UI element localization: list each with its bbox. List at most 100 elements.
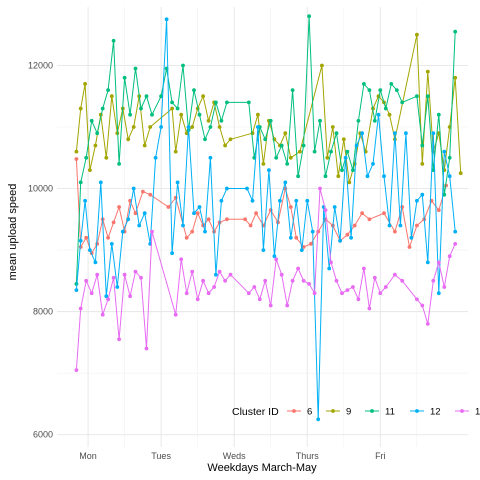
data-point	[298, 149, 302, 154]
data-point	[310, 229, 315, 234]
data-point	[327, 266, 332, 271]
data-point	[195, 297, 200, 302]
data-point	[217, 125, 222, 129]
data-point	[139, 106, 143, 111]
data-point	[89, 118, 94, 123]
data-point	[442, 285, 447, 289]
legend-item-13: 13	[455, 407, 480, 418]
data-point	[245, 186, 249, 191]
data-point	[186, 125, 191, 129]
x-tick-label: Fri	[375, 451, 386, 461]
data-point	[323, 174, 328, 179]
data-point	[340, 291, 344, 296]
axes: 6000 8000 10000 12000 Mon Tues Weds Thurs Fri	[28, 60, 386, 461]
data-point	[261, 162, 266, 166]
data-point	[283, 180, 288, 185]
data-point	[447, 174, 452, 179]
data-point	[208, 125, 213, 129]
data-point	[170, 106, 175, 111]
data-point	[415, 32, 419, 37]
data-point	[383, 106, 388, 111]
data-point	[74, 368, 79, 372]
series-line-6	[75, 158, 447, 254]
data-point	[175, 106, 180, 111]
data-point	[329, 149, 333, 154]
data-point	[372, 275, 377, 280]
data-point	[128, 294, 133, 299]
data-point	[88, 168, 92, 173]
data-point	[122, 272, 127, 277]
data-point	[436, 112, 441, 117]
data-point	[106, 88, 110, 92]
data-point	[334, 278, 339, 283]
data-point	[83, 82, 87, 86]
legend: Cluster ID 6 9 11 12 13	[232, 406, 480, 418]
data-point	[144, 346, 149, 351]
data-point	[301, 143, 306, 148]
data-point	[409, 235, 414, 240]
data-point	[425, 260, 430, 265]
data-point	[340, 168, 344, 173]
data-point	[290, 278, 295, 283]
data-point	[263, 137, 268, 142]
data-point	[190, 229, 195, 234]
data-point	[288, 235, 293, 240]
data-point	[404, 131, 408, 136]
data-point	[254, 211, 258, 216]
data-point	[347, 180, 352, 185]
data-point	[74, 288, 79, 292]
data-point	[84, 235, 89, 240]
data-point	[436, 260, 441, 265]
data-point	[415, 94, 419, 99]
data-point	[316, 417, 321, 422]
data-point	[274, 257, 279, 262]
data-point	[78, 306, 83, 311]
series-11	[74, 14, 458, 286]
data-point	[88, 248, 92, 253]
data-point	[159, 125, 164, 129]
data-point	[393, 131, 397, 136]
legend-label: 6	[307, 407, 312, 418]
data-point	[453, 242, 458, 246]
data-point	[343, 155, 348, 160]
data-point	[285, 303, 290, 308]
data-point	[206, 118, 211, 123]
data-point	[192, 211, 196, 216]
data-point	[246, 100, 251, 105]
data-point	[250, 131, 255, 136]
data-point	[150, 229, 154, 234]
data-point	[288, 205, 293, 209]
data-point	[351, 168, 355, 173]
data-point	[436, 208, 441, 213]
data-point	[447, 155, 452, 160]
data-point	[126, 137, 131, 142]
data-point	[325, 155, 330, 160]
data-point	[458, 171, 463, 176]
data-point	[111, 220, 116, 225]
legend-item-12: 12	[410, 407, 441, 418]
data-point	[334, 131, 339, 136]
data-point	[442, 192, 447, 197]
data-point	[294, 235, 299, 240]
data-point	[89, 291, 94, 296]
data-point	[214, 272, 218, 277]
data-point	[190, 269, 195, 274]
data-point	[179, 112, 184, 117]
data-point	[201, 278, 206, 283]
data-point	[104, 155, 109, 160]
data-point	[299, 248, 304, 253]
data-point	[208, 155, 213, 160]
data-point	[225, 217, 229, 222]
data-point	[170, 100, 175, 105]
data-point	[352, 223, 357, 228]
legend-item-6: 6	[287, 407, 312, 418]
data-point	[111, 38, 116, 43]
data-point	[117, 205, 121, 209]
data-point	[214, 100, 218, 105]
data-point	[159, 94, 164, 99]
data-point	[173, 195, 178, 200]
data-point	[139, 275, 143, 280]
data-point	[128, 112, 133, 117]
data-point	[263, 278, 268, 283]
